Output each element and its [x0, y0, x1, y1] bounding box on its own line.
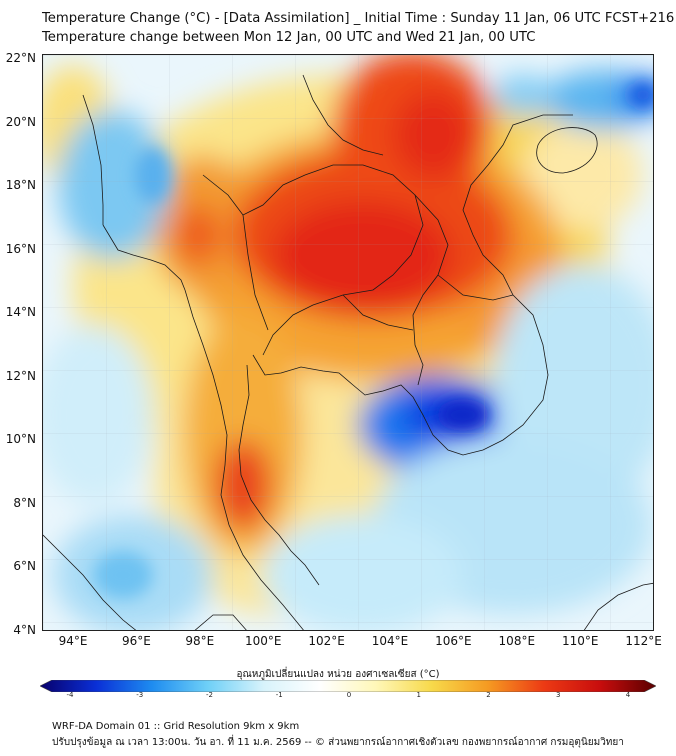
latitude-label: 18°N: [5, 178, 36, 193]
longitude-label: 106°E: [435, 634, 472, 648]
latitude-label: 8°N: [13, 495, 36, 510]
temperature-change-map: [42, 54, 654, 631]
colorbar-tick-label: 0: [346, 691, 352, 699]
map-title: Temperature Change (°C) - [Data Assimila…: [42, 11, 675, 26]
longitude-label: 102°E: [308, 634, 345, 648]
colorbar-tick-label: 4: [625, 691, 631, 699]
colorbar-tick-label: 3: [556, 691, 561, 699]
longitude-label: 96°E: [121, 634, 151, 648]
latitude-label: 12°N: [5, 368, 36, 383]
colorbar-tick-label: 1: [416, 691, 421, 699]
graticule: [43, 55, 653, 630]
longitude-label: 110°E: [561, 634, 599, 648]
longitude-label: 100°E: [244, 634, 282, 648]
colorbar-tick-label: 2: [486, 691, 491, 699]
latitude-label: 22°N: [5, 51, 36, 65]
latitude-label: 14°N: [5, 305, 36, 320]
colorbar-tick-label: -4: [66, 691, 74, 699]
colorbar-title: อุณหภูมิเปลี่ยนแปลง หน่วย องศาเซลเซียส (…: [236, 669, 440, 680]
colorbar-tick-label: -1: [275, 691, 283, 699]
footer-credit: ปรับปรุงข้อมูล ณ เวลา 13:00น. วัน อา. ที…: [52, 737, 624, 748]
longitude-label: 104°E: [371, 634, 409, 648]
longitude-label: 98°E: [185, 634, 215, 648]
latitude-label: 16°N: [5, 241, 36, 256]
longitude-label: 108°E: [498, 634, 536, 648]
latitude-label: 4°N: [13, 623, 36, 637]
coastlines-and-borders: [43, 74, 653, 630]
longitude-label: 94°E: [58, 634, 88, 648]
colorbar-tick-label: -2: [206, 691, 213, 699]
footer-model-info: WRF-DA Domain 01 :: Grid Resolution 9km …: [52, 721, 300, 732]
latitude-label: 6°N: [13, 559, 36, 574]
map-subtitle: Temperature change between Mon 12 Jan, 0…: [42, 30, 536, 45]
map-canvas: [43, 55, 653, 630]
colorbar: [40, 680, 656, 692]
latitude-label: 20°N: [5, 114, 36, 129]
colorbar-tick-label: -3: [136, 691, 144, 699]
longitude-label: 112°E: [625, 634, 662, 648]
latitude-label: 10°N: [5, 432, 36, 447]
